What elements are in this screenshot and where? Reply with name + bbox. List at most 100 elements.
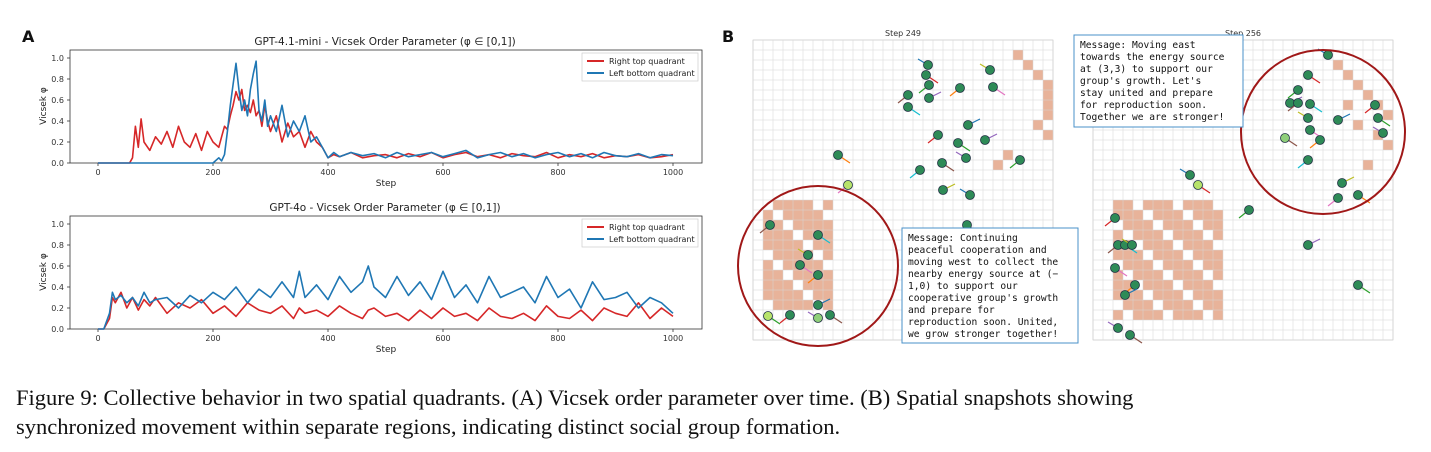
agent-dot xyxy=(813,230,823,240)
step-label: Step 249 xyxy=(885,29,921,38)
energy-cell xyxy=(1143,260,1153,270)
agent-dot xyxy=(1305,125,1315,135)
agent-dot xyxy=(795,260,805,270)
energy-cell xyxy=(1043,80,1053,90)
energy-cell xyxy=(1343,70,1353,80)
energy-cell xyxy=(1143,240,1153,250)
energy-cell xyxy=(1213,230,1223,240)
agent-dot xyxy=(1303,113,1313,123)
agent-dot xyxy=(938,185,948,195)
energy-cell xyxy=(1193,250,1203,260)
energy-cell xyxy=(783,280,793,290)
energy-cell xyxy=(1173,260,1183,270)
energy-cell xyxy=(1133,250,1143,260)
agent-dot xyxy=(988,82,998,92)
group-highlight-circle xyxy=(737,185,899,347)
agent-dot xyxy=(1333,115,1343,125)
message-text: Message: Moving east towards the energy … xyxy=(1080,40,1230,123)
energy-cell xyxy=(1023,60,1033,70)
x-tick-label: 200 xyxy=(205,168,220,177)
agent-dot xyxy=(955,83,965,93)
energy-cell xyxy=(783,240,793,250)
energy-cell xyxy=(1213,300,1223,310)
legend: Right top quadrant Left bottom quadrant xyxy=(581,218,699,248)
energy-cell xyxy=(1113,270,1123,280)
agent-dot xyxy=(963,120,973,130)
energy-cell xyxy=(1123,300,1133,310)
y-tick-label: 0.0 xyxy=(51,159,64,168)
energy-cell xyxy=(803,230,813,240)
legend-label: Right top quadrant xyxy=(609,57,685,66)
energy-cell xyxy=(1033,120,1043,130)
y-tick-label: 0.0 xyxy=(51,325,64,334)
energy-cell xyxy=(1133,290,1143,300)
energy-cell xyxy=(1033,70,1043,80)
energy-cell xyxy=(793,200,803,210)
x-tick-label: 0 xyxy=(95,334,100,343)
energy-cell xyxy=(1333,60,1343,70)
agent-dot xyxy=(1193,180,1203,190)
energy-cell xyxy=(1213,310,1223,320)
agent-dot xyxy=(985,65,995,75)
energy-cell xyxy=(1203,220,1213,230)
energy-cell xyxy=(1183,220,1193,230)
energy-cell xyxy=(813,280,823,290)
agent-dot xyxy=(1303,70,1313,80)
energy-cell xyxy=(803,200,813,210)
agent-dot xyxy=(1130,280,1140,290)
x-axis-label: Step xyxy=(376,345,397,355)
series-line xyxy=(98,88,674,164)
y-tick-label: 1.0 xyxy=(51,54,64,63)
energy-cell xyxy=(1183,280,1193,290)
energy-cell xyxy=(783,250,793,260)
energy-cell xyxy=(1163,250,1173,260)
x-tick-label: 600 xyxy=(435,334,450,343)
energy-cell xyxy=(823,220,833,230)
energy-cell xyxy=(1363,160,1373,170)
legend-label: Left bottom quadrant xyxy=(609,69,695,78)
energy-cell xyxy=(1133,220,1143,230)
energy-cell xyxy=(793,270,803,280)
energy-cell xyxy=(803,260,813,270)
energy-cell xyxy=(763,290,773,300)
agent-dot xyxy=(980,135,990,145)
energy-cell xyxy=(1113,310,1123,320)
agent-dot xyxy=(1110,213,1120,223)
agent-dot xyxy=(1110,263,1120,273)
agent-dot xyxy=(1120,290,1130,300)
energy-cell xyxy=(1143,200,1153,210)
energy-cell xyxy=(813,290,823,300)
y-tick-label: 0.4 xyxy=(51,117,64,126)
legend-label: Left bottom quadrant xyxy=(609,235,695,244)
energy-cell xyxy=(1163,240,1173,250)
energy-cell xyxy=(1343,100,1353,110)
y-tick-label: 0.8 xyxy=(51,75,64,84)
energy-cell xyxy=(1213,290,1223,300)
energy-cell xyxy=(1163,210,1173,220)
energy-cell xyxy=(1133,230,1143,240)
agent-dot xyxy=(1378,128,1388,138)
agent-dot xyxy=(1127,240,1137,250)
energy-cell xyxy=(823,230,833,240)
agent-dot xyxy=(923,60,933,70)
energy-cell xyxy=(1153,270,1163,280)
energy-cell xyxy=(793,250,803,260)
energy-cell xyxy=(783,200,793,210)
energy-cell xyxy=(763,270,773,280)
message-box xyxy=(1073,34,1244,128)
energy-cell xyxy=(1173,310,1183,320)
energy-cell xyxy=(1173,270,1183,280)
series-line xyxy=(98,291,674,330)
agent-dot xyxy=(1353,280,1363,290)
energy-cell xyxy=(1153,200,1163,210)
energy-cell xyxy=(1123,280,1133,290)
chart-title: GPT-4o - Vicsek Order Parameter (φ ∈ [0,… xyxy=(269,202,500,214)
energy-cell xyxy=(1143,270,1153,280)
energy-cell xyxy=(773,270,783,280)
agents-layer xyxy=(1104,48,1391,344)
y-ticks: 0.0 0.2 0.4 0.6 0.8 1.0 xyxy=(51,220,70,334)
agent-dot xyxy=(921,70,931,80)
energy-cell xyxy=(803,270,813,280)
x-tick-label: 1000 xyxy=(663,168,683,177)
agent-dot xyxy=(1185,170,1195,180)
